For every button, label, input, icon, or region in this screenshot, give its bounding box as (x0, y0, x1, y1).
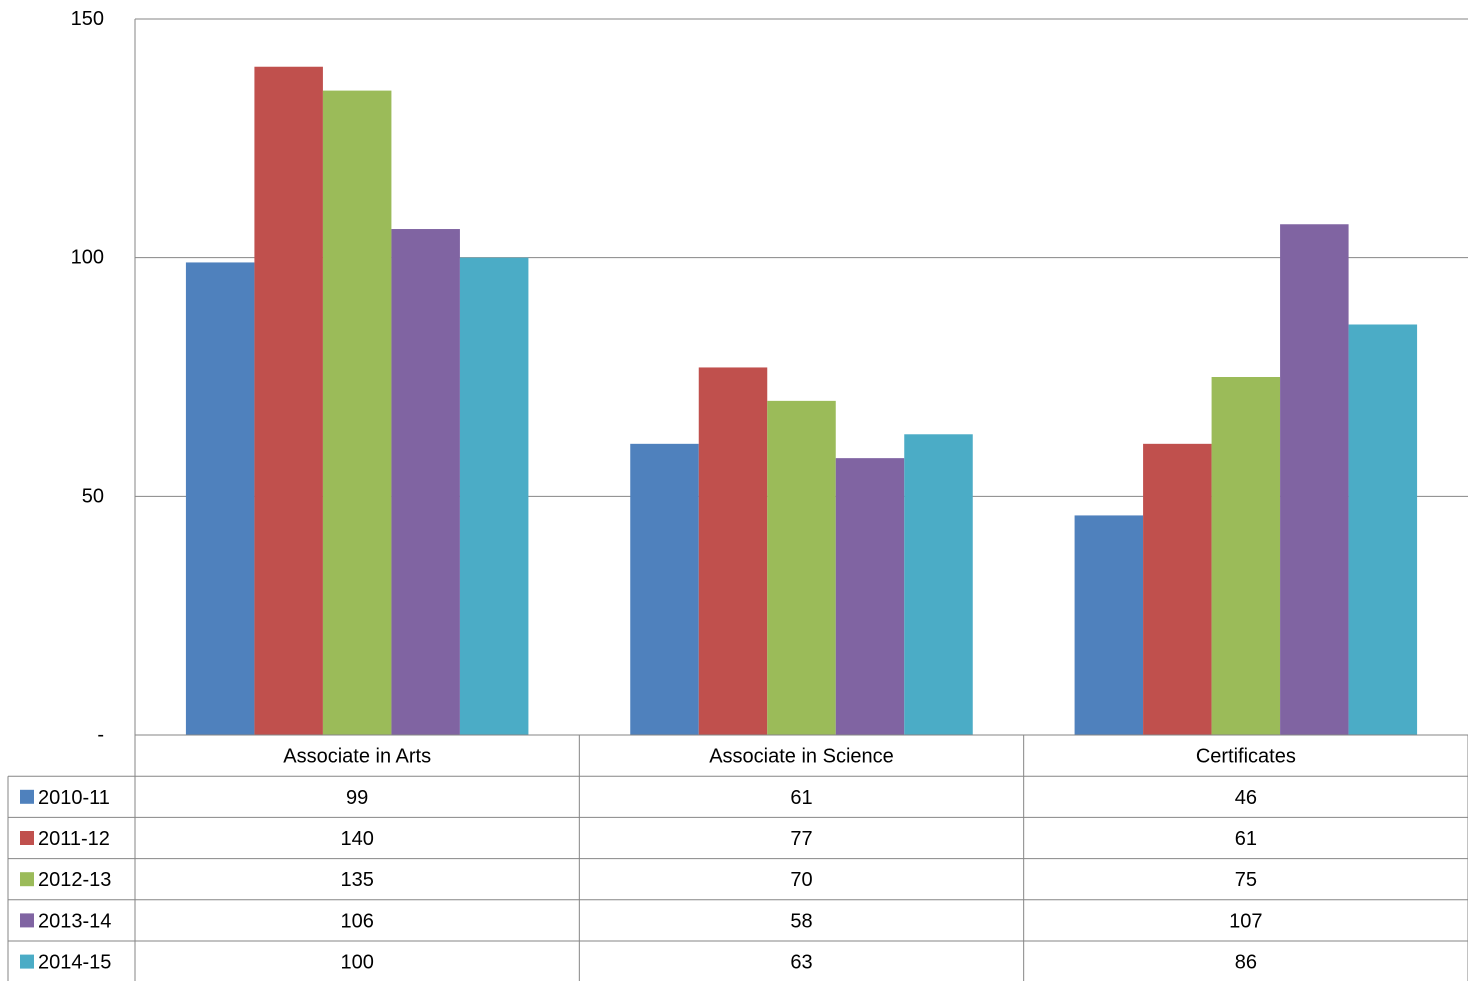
bar-2014-15-2 (904, 434, 973, 735)
data-label: 99 (346, 787, 368, 809)
legend-label: 2011-12 (38, 828, 110, 850)
legend-label: 2010-11 (38, 787, 110, 809)
bar-2010-11-1 (185, 262, 255, 735)
x-tick-label: Associate in Science (709, 746, 894, 768)
legend-label: 2014-15 (38, 952, 111, 974)
bar-2013-14-1 (391, 229, 460, 735)
bar-2012-13-3 (1211, 377, 1281, 735)
x-tick-label: Associate in Arts (283, 746, 431, 768)
bar-2010-11-3 (1074, 515, 1144, 735)
data-label: 58 (790, 910, 812, 932)
y-tick-label: - (97, 724, 104, 746)
y-tick-labels: - 50 100 150 (71, 8, 104, 746)
data-label: 77 (790, 828, 812, 850)
y-tick-label: 150 (71, 8, 104, 30)
legend-label: 2012-13 (38, 869, 111, 891)
data-label: 140 (340, 828, 373, 850)
legend-key (20, 872, 34, 887)
data-label: 63 (790, 952, 812, 974)
data-label: 86 (1235, 952, 1257, 974)
bar-2012-13-2 (767, 400, 836, 735)
legend-label: 2013-14 (38, 910, 111, 932)
bar-2014-15-3 (1348, 324, 1418, 735)
bars (185, 66, 1418, 736)
bar-2014-15-1 (459, 257, 529, 735)
data-label: 100 (340, 952, 373, 974)
bar-2011-12-2 (698, 367, 768, 735)
data-label: 61 (1235, 828, 1257, 850)
data-label: 61 (790, 787, 812, 809)
legend-key (20, 831, 34, 845)
data-label: 135 (340, 869, 373, 891)
legend-key (20, 954, 34, 969)
data-table: Associate in Arts Associate in Science Cer… (7, 734, 1468, 981)
bar-2012-13-1 (322, 90, 392, 736)
bar-2010-11-2 (630, 443, 699, 735)
legend-key (20, 789, 34, 804)
data-label: 70 (790, 869, 812, 891)
legend-key (20, 913, 34, 928)
data-label: 107 (1229, 910, 1262, 932)
bar-2011-12-1 (254, 66, 323, 735)
bar-2011-12-3 (1143, 443, 1212, 735)
data-label: 46 (1235, 787, 1257, 809)
bar-2013-14-2 (835, 458, 905, 735)
y-tick-label: 100 (71, 247, 104, 269)
data-label: 106 (340, 910, 373, 932)
bar-2013-14-3 (1280, 224, 1349, 735)
x-tick-label: Certificates (1196, 746, 1296, 768)
y-tick-label: 50 (82, 485, 104, 507)
data-label: 75 (1235, 869, 1257, 891)
